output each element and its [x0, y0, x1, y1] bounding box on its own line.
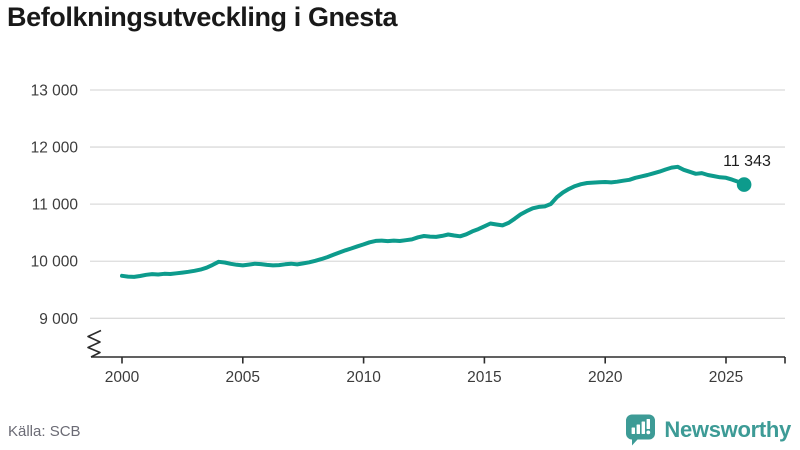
end-point-dot: [736, 177, 752, 192]
population-line: [120, 164, 747, 279]
x-tick-label: 2000: [105, 369, 140, 386]
page-title: Befolkningsutveckling i Gnesta: [7, 2, 398, 32]
y-tick-label: 11 000: [32, 197, 79, 214]
y-tick-label: 9 000: [39, 311, 78, 328]
x-tick-label: 2015: [467, 369, 501, 386]
end-value-label: 11 343: [723, 153, 771, 170]
brand-name: Newsworthy: [664, 416, 791, 442]
newsworthy-bubble-chart-icon: [626, 414, 656, 446]
y-tick-label: 12 000: [31, 140, 79, 157]
y-tick-label: 10 000: [31, 254, 79, 271]
source-label: Källa: SCB: [8, 423, 81, 440]
y-tick-label: 13 000: [31, 83, 79, 100]
axis-break-squiggle: [87, 329, 102, 358]
x-tick-label: 2005: [226, 369, 260, 386]
newsworthy-logo[interactable]: Newsworthy: [624, 413, 791, 446]
x-tick-label: 2010: [346, 369, 381, 386]
x-tick-label: 2020: [588, 369, 623, 386]
x-tick-label: 2025: [709, 369, 743, 386]
